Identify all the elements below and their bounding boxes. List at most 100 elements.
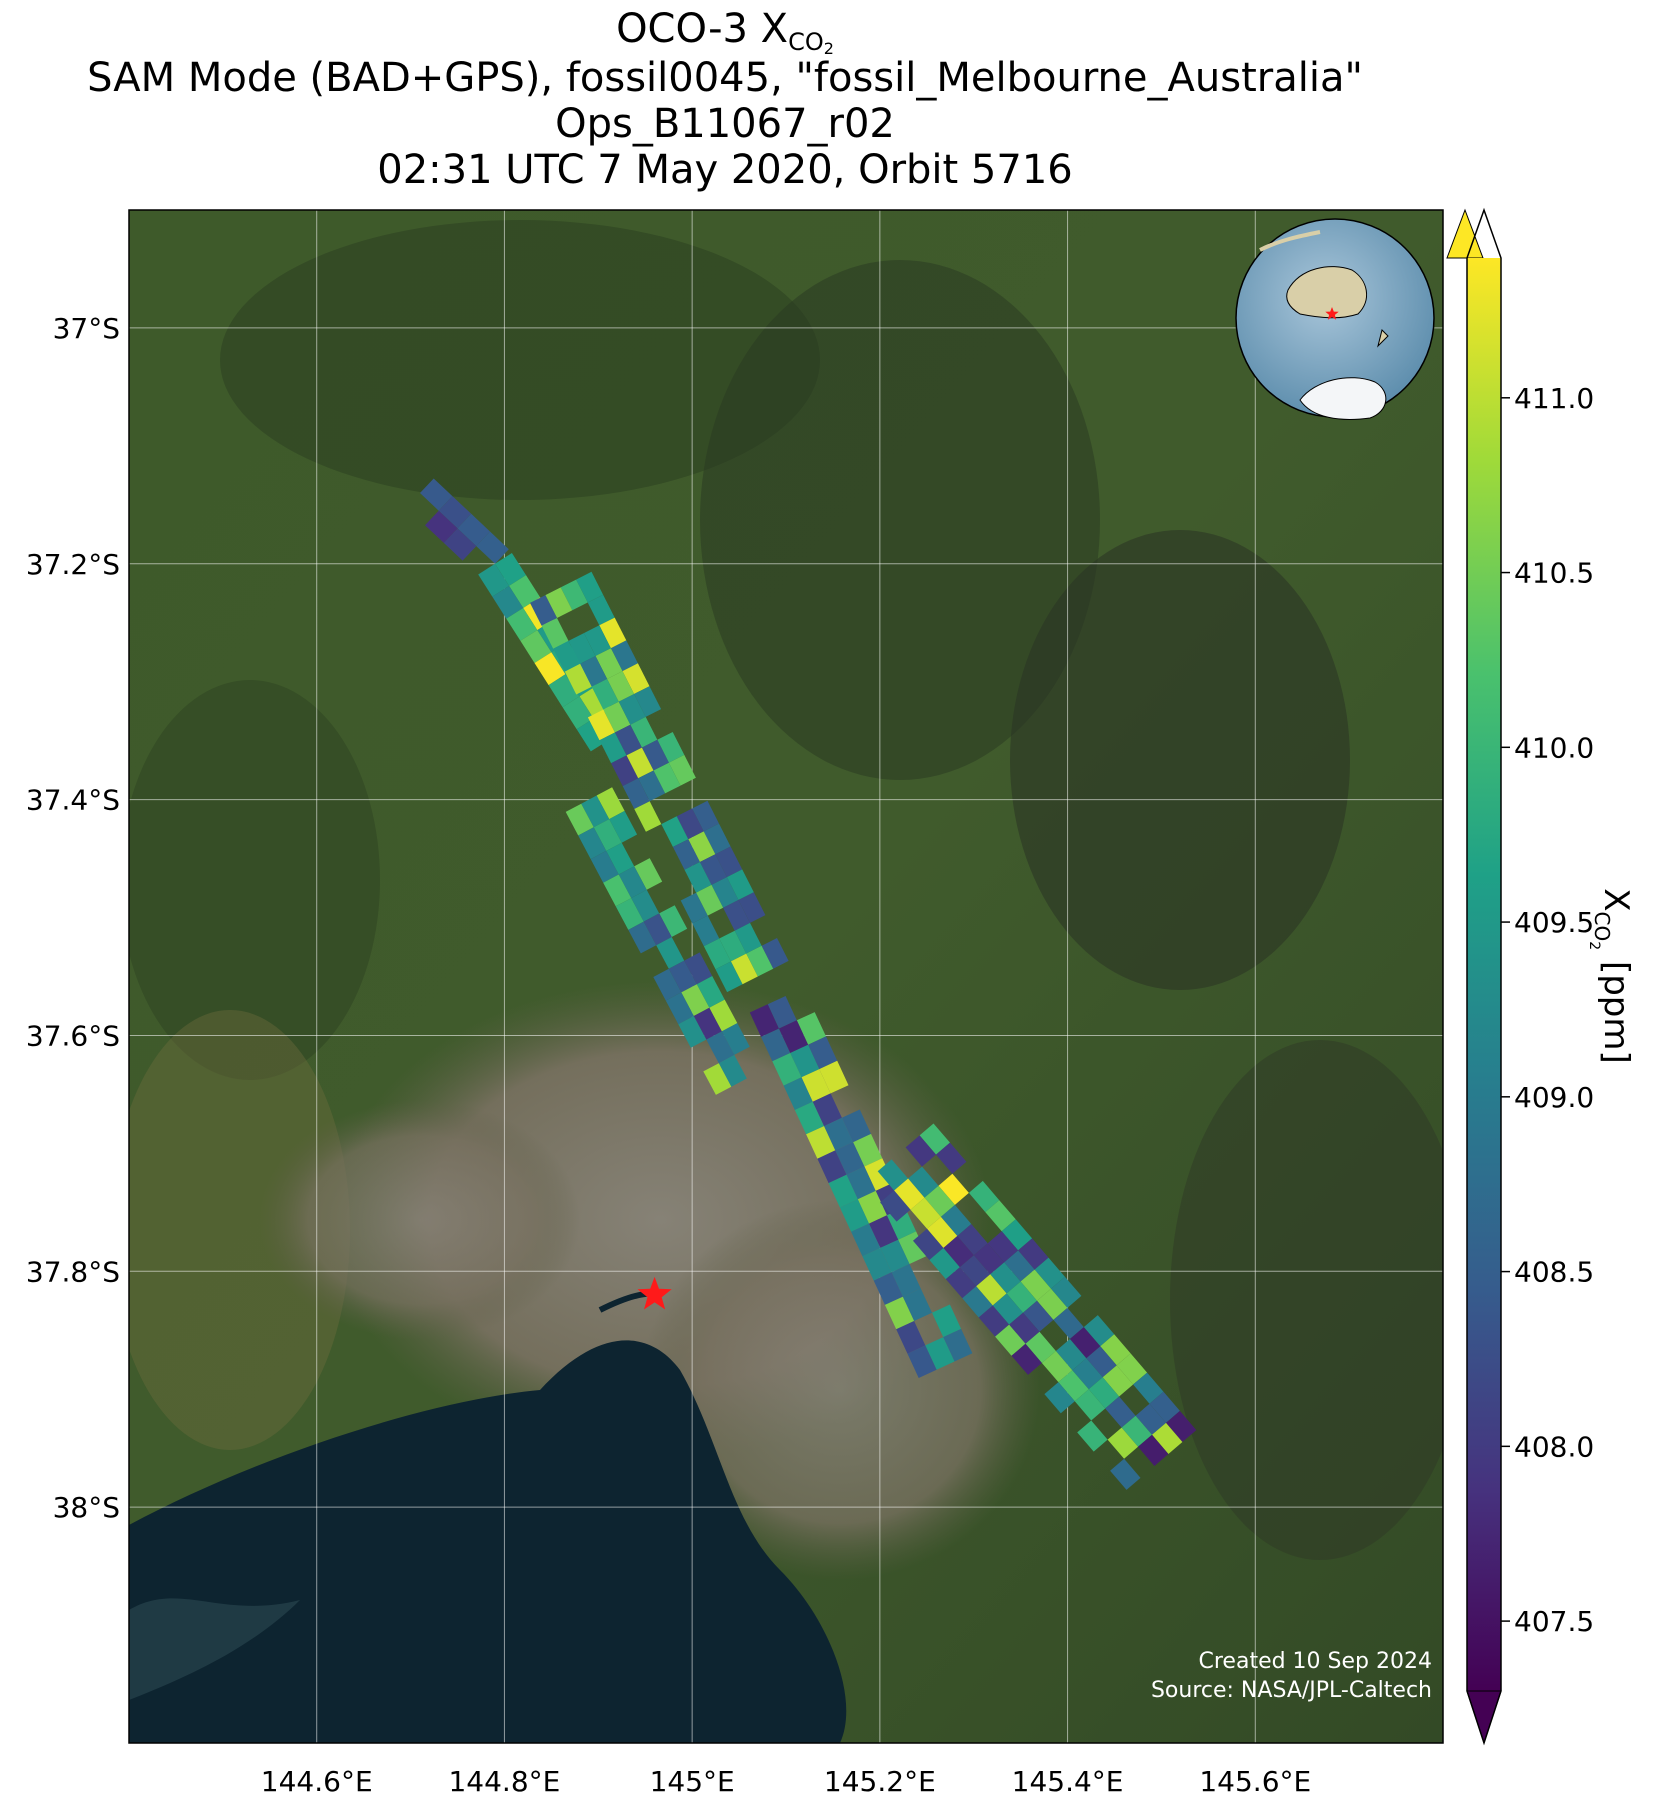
xco2-footprint	[925, 1337, 955, 1370]
xco2-footprint	[880, 1190, 911, 1222]
xco2-footprint	[591, 678, 619, 710]
xco2-footprint	[495, 553, 526, 586]
xco2-footprint	[846, 1166, 876, 1200]
xco2-footprint	[723, 900, 750, 931]
xco2-footprint	[896, 1321, 926, 1354]
xco2-footprint	[541, 618, 569, 649]
xco2-footprint	[894, 1178, 925, 1210]
xco2-footprint	[1018, 1238, 1049, 1270]
xco2-footprint	[1020, 1269, 1051, 1301]
xco2-footprint	[590, 850, 619, 883]
xco2-footprint	[506, 608, 538, 641]
footer-created: Created 10 Sep 2024	[1199, 1649, 1433, 1674]
xco2-footprint	[873, 1272, 903, 1305]
xco2-footprint	[924, 1185, 955, 1217]
xco2-footprint	[576, 718, 608, 752]
xco2-footprint	[851, 1223, 881, 1257]
xco2-footprint	[603, 874, 632, 907]
xco2-footprint	[1055, 1339, 1087, 1371]
xco2-footprint	[891, 1264, 921, 1297]
inset-target-icon	[1325, 307, 1339, 320]
xco2-footprint	[746, 945, 774, 977]
xco2-footprint	[1116, 1353, 1148, 1385]
xco2-footprint	[703, 938, 731, 970]
colorbar-tick-label: 410.5	[1514, 557, 1594, 590]
xco2-footprint	[641, 739, 669, 771]
xco2-footprint	[902, 1288, 932, 1321]
xco2-footprint	[719, 930, 747, 962]
xco2-footprint	[643, 913, 672, 946]
xco2-footprint	[1102, 1365, 1134, 1397]
xco2-footprint	[726, 869, 754, 900]
xco2-footprint	[927, 1216, 958, 1248]
xco2-footprint	[976, 1274, 1007, 1306]
xco2-footprint	[596, 787, 625, 820]
xco2-footprint	[1034, 1257, 1065, 1289]
xco2-footprint	[457, 513, 490, 547]
xco2-footprint	[1105, 1396, 1136, 1428]
xco2-footprint	[578, 827, 607, 860]
red-star-icon	[637, 1276, 672, 1310]
lon-tick-label: 144.6°E	[261, 1765, 373, 1798]
xco2-footprint	[595, 648, 623, 679]
title-line-1: OCO-3 XCO2	[0, 8, 1450, 70]
xco2-footprint	[680, 892, 708, 924]
xco2-footprint	[553, 640, 581, 672]
xco2-footprint	[634, 686, 662, 717]
xco2-footprint	[614, 724, 642, 756]
xco2-footprint	[990, 1262, 1021, 1294]
xco2-footprint	[898, 1231, 928, 1264]
xco2-footprint	[1037, 1288, 1068, 1320]
xco2-footprint	[560, 579, 588, 611]
xco2-footprints	[420, 478, 1197, 1490]
xco2-footprint	[438, 496, 472, 529]
xco2-footprint	[819, 1060, 849, 1094]
xco2-footprint	[587, 594, 615, 626]
xco2-footprint	[688, 831, 716, 862]
xco2-footprint	[706, 1031, 735, 1064]
globe-inset-icon	[1235, 218, 1435, 420]
xco2-footprint	[622, 663, 650, 694]
xco2-footprint	[1009, 1312, 1040, 1344]
xco2-footprint	[568, 633, 596, 664]
xco2-footprint	[476, 531, 509, 564]
xco2-footprint	[721, 1023, 750, 1055]
xco2-footprint	[1074, 1389, 1106, 1421]
xco2-footprint	[520, 630, 552, 663]
title-line-3: Ops_B11067_r02	[555, 101, 895, 147]
xco2-footprint	[659, 905, 688, 937]
xco2-footprint	[910, 1197, 941, 1229]
xco2-footprint	[631, 889, 660, 922]
title-prefix: OCO-3 X	[616, 6, 789, 52]
xco2-footprint	[711, 877, 739, 908]
xco2-footprint	[929, 1248, 960, 1280]
xco2-footprint	[696, 976, 725, 1008]
xco2-footprint	[668, 754, 696, 786]
lon-tick-label: 145.6°E	[1199, 1765, 1311, 1798]
svg-text:XCO2 [ppm]: XCO2 [ppm]	[1586, 888, 1636, 1064]
xco2-footprint	[978, 1305, 1010, 1337]
xco2-footprint	[913, 1228, 944, 1260]
xco2-footprint	[985, 1200, 1016, 1232]
title-line-4: 02:31 UTC 7 May 2020, Orbit 5716	[377, 147, 1073, 193]
xco2-footprint	[699, 854, 727, 885]
xco2-footprint	[1152, 1422, 1183, 1454]
xco2-footprint	[936, 1142, 967, 1174]
colorbar-tick-label: 409.0	[1514, 1081, 1594, 1114]
colorbar-tick-label: 407.5	[1514, 1605, 1594, 1638]
colorbar-tick-label: 409.5	[1514, 906, 1594, 939]
xco2-footprint	[794, 1101, 824, 1135]
lon-tick-label: 145.2°E	[824, 1765, 936, 1798]
xco2-footprint	[907, 1345, 937, 1378]
xco2-footprint	[943, 1236, 974, 1268]
xco2-footprint	[718, 1054, 747, 1087]
xco2-footprint	[1011, 1343, 1042, 1375]
xco2-footprint	[603, 701, 631, 733]
xco2-footprint	[1023, 1300, 1054, 1332]
xco2-footprint	[790, 1044, 820, 1078]
xco2-footprint	[835, 1142, 865, 1175]
xco2-footprint	[545, 587, 573, 618]
xco2-footprint	[692, 800, 719, 832]
lat-tick-label: 38°S	[53, 1491, 120, 1524]
